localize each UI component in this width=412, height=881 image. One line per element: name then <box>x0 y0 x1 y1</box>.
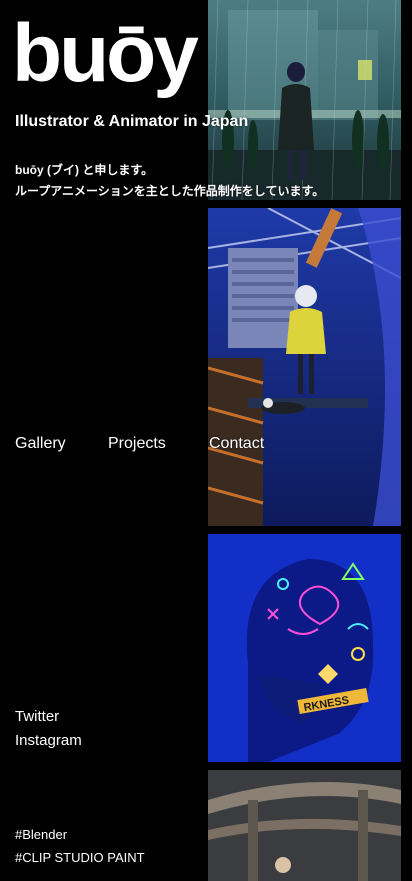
nav-contact-link[interactable]: Contact <box>209 435 265 452</box>
intro-line-1: buōy (ブイ) と申します。 <box>15 163 154 177</box>
artwork-yellow-coat-girl[interactable] <box>208 208 401 526</box>
tool-tags: #Blender #CLIP STUDIO PAINT <box>15 823 145 869</box>
intro-line-2: ループアニメーションを主とした作品制作をしています。 <box>15 184 325 198</box>
site-tagline: Illustrator & Animator in Japan <box>15 113 249 130</box>
social-links: Twitter Instagram <box>15 705 82 753</box>
artwork-highway[interactable] <box>208 770 401 881</box>
twitter-link[interactable]: Twitter <box>15 708 60 725</box>
artwork-neon-portrait[interactable]: RKNESS <box>208 534 401 762</box>
artwork-rainy-station[interactable] <box>208 0 401 200</box>
tag-blender: #Blender <box>15 827 68 842</box>
tag-clip-studio-paint: #CLIP STUDIO PAINT <box>15 850 145 865</box>
site-logo[interactable]: buōy <box>12 8 199 99</box>
instagram-link[interactable]: Instagram <box>15 732 82 749</box>
nav-projects-link[interactable]: Projects <box>108 435 166 452</box>
intro-text: buōy (ブイ) と申します。 ループアニメーションを主とした作品制作をしてい… <box>15 160 324 202</box>
nav-gallery-link[interactable]: Gallery <box>15 435 66 452</box>
